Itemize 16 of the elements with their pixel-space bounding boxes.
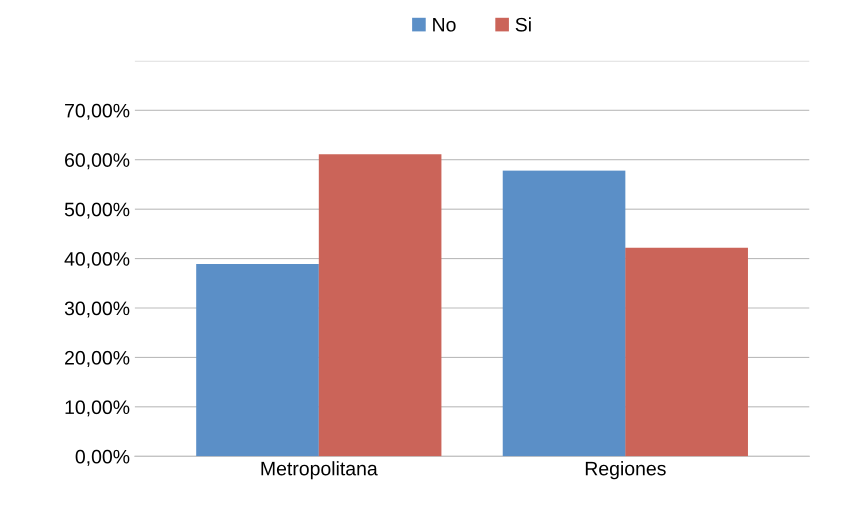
legend-label: Si — [516, 17, 531, 32]
bar — [625, 248, 748, 456]
bar — [196, 264, 319, 456]
y-tick-label: 40,00% — [64, 252, 130, 268]
bar — [502, 170, 626, 456]
y-tick-label: 50,00% — [64, 202, 130, 219]
y-tick-label: 30,00% — [64, 301, 130, 318]
y-tick-label: 0,00% — [76, 450, 130, 466]
y-tick-label: 60,00% — [65, 153, 130, 170]
x-tick-label: Metropolitana — [262, 461, 378, 480]
y-tick-label: 70,00% — [65, 104, 130, 120]
y-tick-label: 20,00% — [65, 350, 130, 367]
legend-label: No — [433, 18, 456, 32]
bar — [318, 154, 442, 456]
y-tick-label: 10,00% — [66, 400, 130, 416]
x-tick-label: Regiones — [586, 461, 666, 480]
